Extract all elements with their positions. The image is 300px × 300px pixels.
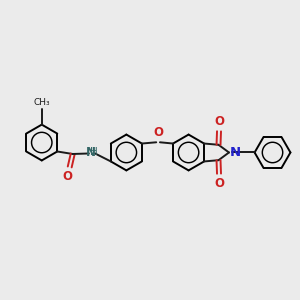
Text: N: N	[85, 146, 96, 159]
Text: O: O	[153, 126, 163, 139]
Text: O: O	[214, 177, 224, 190]
Text: H: H	[90, 148, 98, 158]
Text: O: O	[63, 170, 73, 183]
Text: O: O	[214, 116, 224, 128]
Text: CH₃: CH₃	[33, 98, 50, 107]
Text: N: N	[230, 146, 241, 159]
